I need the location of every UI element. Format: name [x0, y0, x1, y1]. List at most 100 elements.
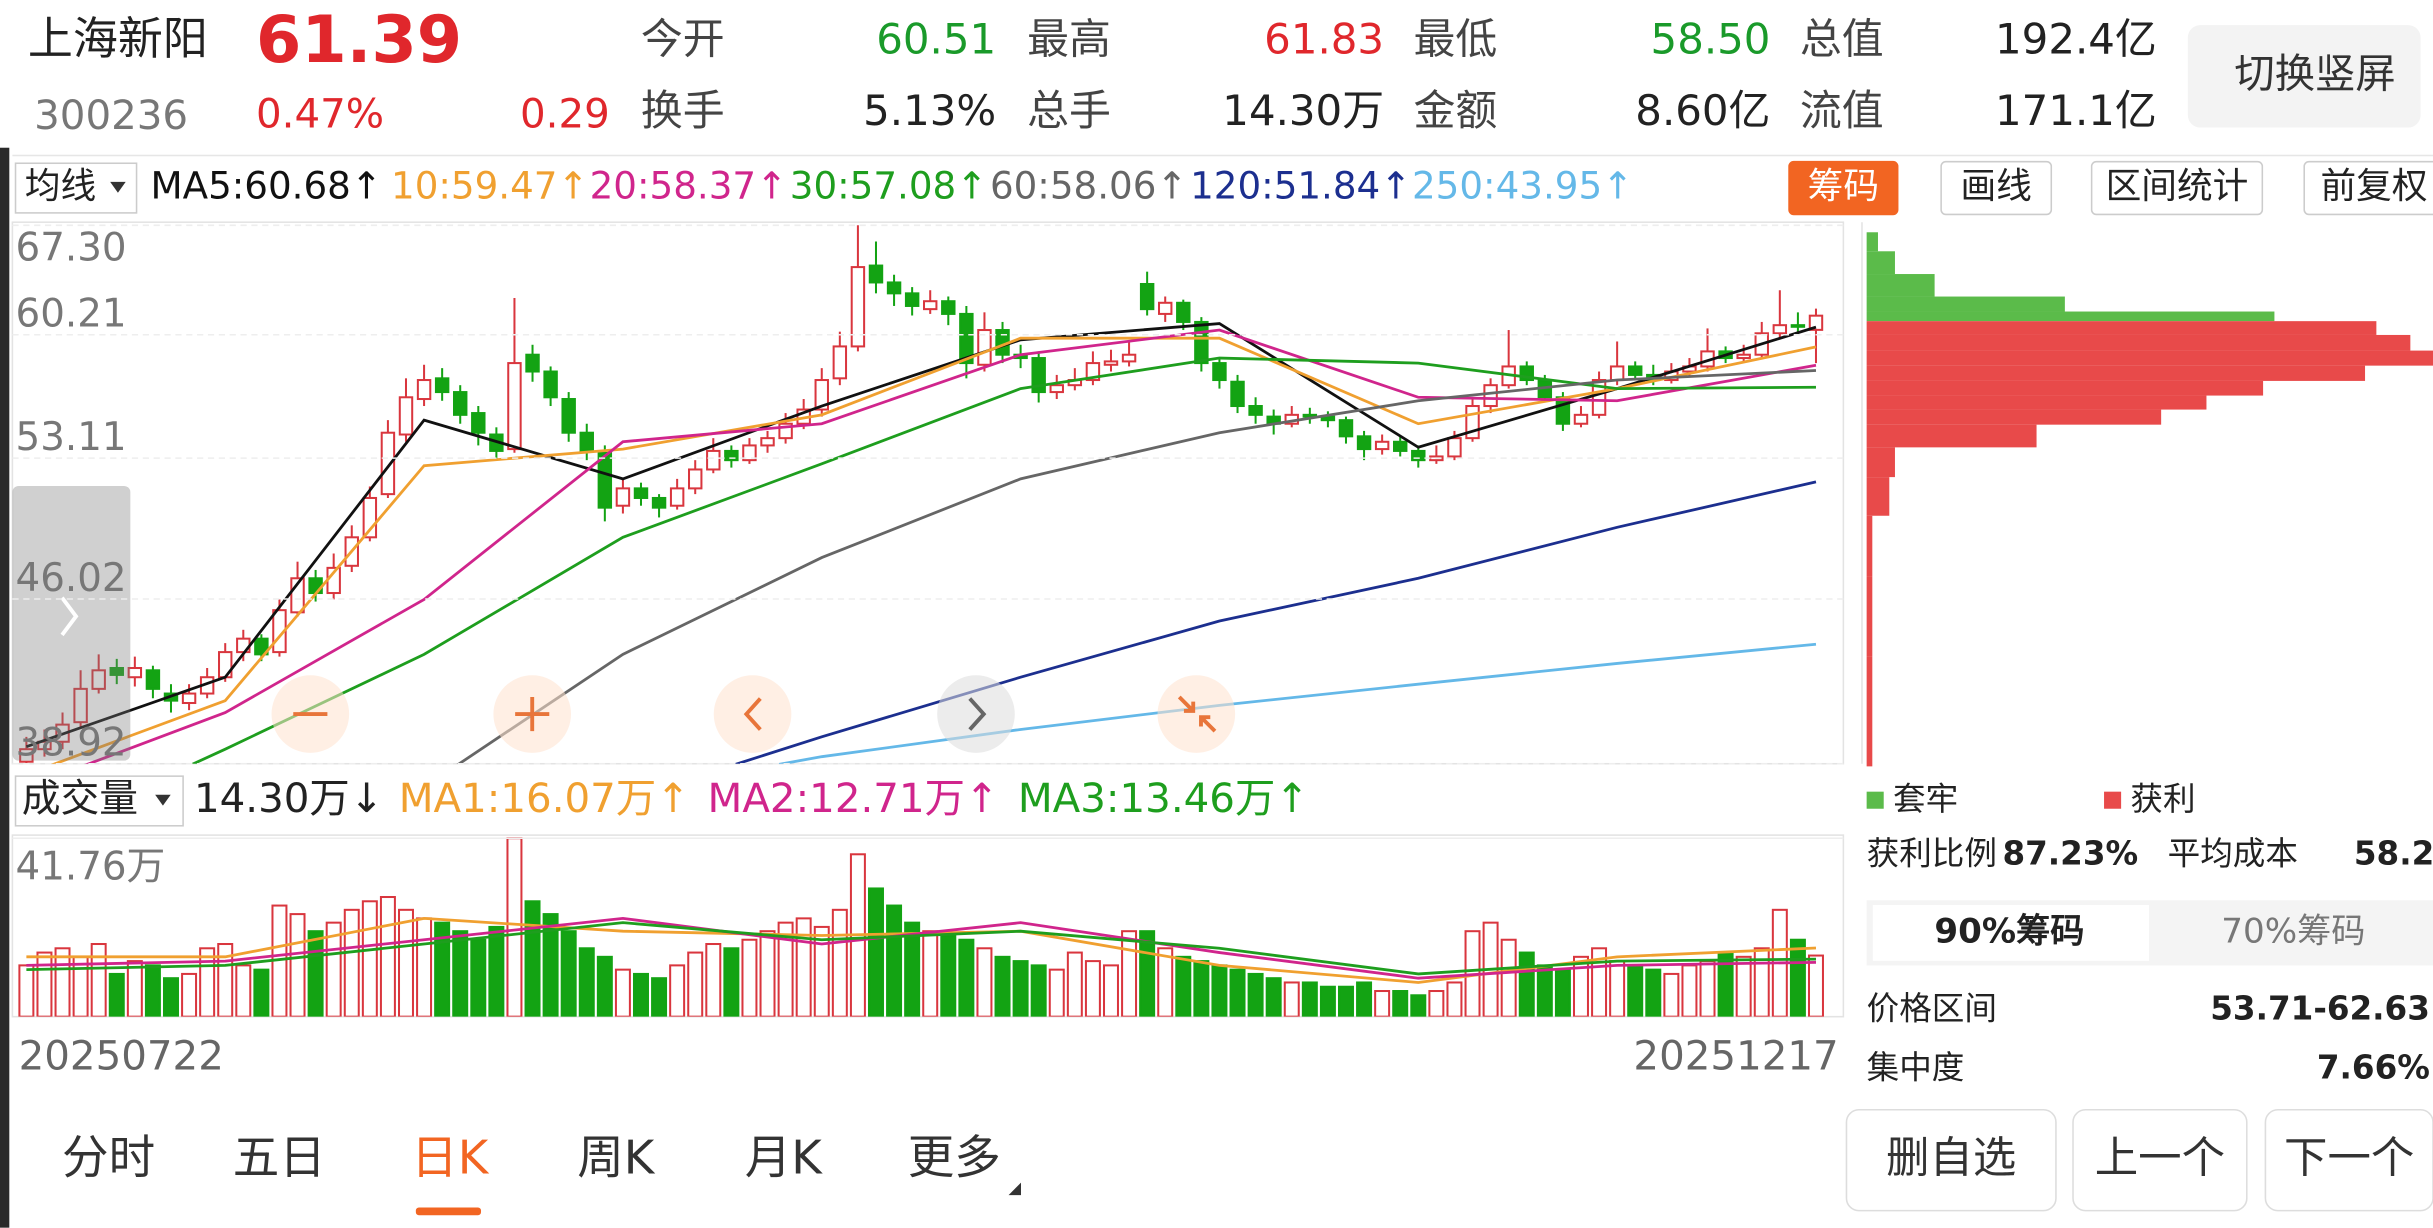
candle-body [724, 449, 739, 462]
row-value: 58.24 [2354, 834, 2433, 872]
chip-tab-active[interactable] [1872, 904, 2150, 961]
candle-body [1356, 435, 1372, 451]
edge [0, 147, 10, 1228]
tool-button[interactable] [1940, 160, 2053, 216]
volume-bar [813, 925, 830, 1017]
action-label[interactable]: 下一个 [2284, 1133, 2414, 1183]
stat-value: 61.83 [1264, 15, 1384, 64]
candle-body [1790, 324, 1806, 328]
action-label[interactable]: 上一个 [2095, 1133, 2225, 1183]
volume-bar [416, 917, 433, 1017]
tool-label[interactable]: 前复权 [2321, 166, 2428, 207]
volume-bar [1012, 960, 1029, 1017]
candle-body [742, 444, 757, 462]
volume-bar [1609, 960, 1626, 1017]
tool-label[interactable]: 筹码 [1808, 166, 1879, 207]
chip-band [1866, 409, 2162, 425]
candle-body [1772, 324, 1788, 335]
volume-bar [163, 977, 179, 1017]
chip-tab[interactable]: 70%筹码 [2221, 911, 2365, 951]
volume-bar [976, 947, 993, 1017]
volume-bar [90, 943, 107, 1017]
candle-body [1230, 380, 1245, 408]
volume-bar [524, 900, 541, 1017]
volume-bar [1428, 990, 1445, 1017]
volume-bar [669, 964, 686, 1017]
volume-ma-legend: MA1:16.07万↑ [399, 775, 690, 822]
period-tab[interactable]: 月K [745, 1130, 824, 1184]
period-tab[interactable]: 分时 [62, 1130, 155, 1184]
volume-bar [144, 964, 161, 1017]
stat-label: 最低 [1414, 15, 1498, 64]
pan-left[interactable] [713, 675, 792, 753]
chip-band [1866, 365, 2366, 381]
tool-button[interactable] [2090, 160, 2264, 216]
stat-label: 最高 [1027, 15, 1111, 64]
ma-line [85, 328, 1817, 764]
volume-bar [1066, 951, 1083, 1017]
candle-body [1302, 413, 1318, 418]
plus-icon [515, 697, 550, 732]
stat-value: 5.13% [863, 86, 996, 135]
ma-select-label[interactable]: 均线 [25, 166, 96, 207]
action-button[interactable] [1845, 1108, 2057, 1212]
stock-name: 上海新阳 [28, 12, 208, 65]
orient-label[interactable]: 切换竖屏 [2234, 50, 2395, 97]
period-tab[interactable]: 更多 [908, 1130, 1001, 1184]
action-label[interactable]: 删自选 [1886, 1133, 2016, 1183]
stat-value: 58.50 [1651, 15, 1771, 64]
candle-body [145, 669, 161, 690]
volume-bar [253, 968, 270, 1017]
volume-bar [867, 887, 884, 1017]
candle-body [904, 292, 920, 307]
candle-body [73, 687, 88, 724]
period-tab[interactable]: 五日 [233, 1130, 326, 1184]
chip-band [1866, 311, 2275, 322]
volume-bar [1554, 968, 1571, 1017]
volume-bar [922, 930, 939, 1017]
tool-button[interactable] [2303, 160, 2433, 216]
action-button[interactable] [2264, 1108, 2433, 1212]
tool-button[interactable] [1788, 160, 1899, 216]
pan-right[interactable] [937, 675, 1015, 753]
candle-body [615, 487, 631, 507]
volume-select[interactable] [14, 775, 184, 827]
volume-bar [1410, 994, 1427, 1017]
candle-body [941, 300, 956, 315]
chip-tab[interactable]: 90%筹码 [1934, 911, 2084, 951]
row-label: 集中度 [1867, 1048, 1965, 1086]
chip-band [1866, 334, 2411, 351]
volume-bar [398, 908, 414, 1017]
legend-label: 获利 [2130, 780, 2195, 818]
volume-bar [687, 951, 704, 1017]
volume-select-label[interactable]: 成交量 [22, 776, 138, 821]
tool-label[interactable]: 区间统计 [2106, 166, 2249, 207]
candle-body [1736, 353, 1751, 360]
date-end: 20251217 [1633, 1033, 1838, 1080]
volume-bar [54, 947, 71, 1017]
legend-label: 套牢 [1893, 780, 1958, 818]
period-tab[interactable]: 日K [411, 1130, 490, 1184]
chip-band [1866, 350, 2433, 366]
right-icon [968, 697, 987, 731]
orient-button[interactable] [2187, 25, 2421, 128]
row-value: 87.23% [2002, 834, 2138, 872]
candle-body [398, 396, 414, 436]
price-plot [19, 225, 1824, 764]
ma-line [774, 642, 1817, 764]
zoom-controls[interactable] [271, 675, 1236, 753]
volume-bar [578, 947, 595, 1017]
period-tab[interactable]: 周K [577, 1130, 656, 1184]
row-label: 平均成本 [2168, 834, 2298, 872]
tab-underline [415, 1207, 482, 1216]
tool-label[interactable]: 画线 [1961, 166, 2032, 207]
candle-body [597, 451, 613, 509]
action-button[interactable] [2072, 1108, 2248, 1212]
stat-value: 171.1亿 [1995, 86, 2157, 135]
y-tick-label: 41.76万 [16, 845, 166, 890]
reset[interactable] [1157, 675, 1236, 753]
ma-select[interactable] [14, 162, 138, 214]
volume-bar [632, 972, 649, 1017]
volume-bar [1446, 981, 1463, 1017]
volume-bar [506, 837, 523, 1017]
